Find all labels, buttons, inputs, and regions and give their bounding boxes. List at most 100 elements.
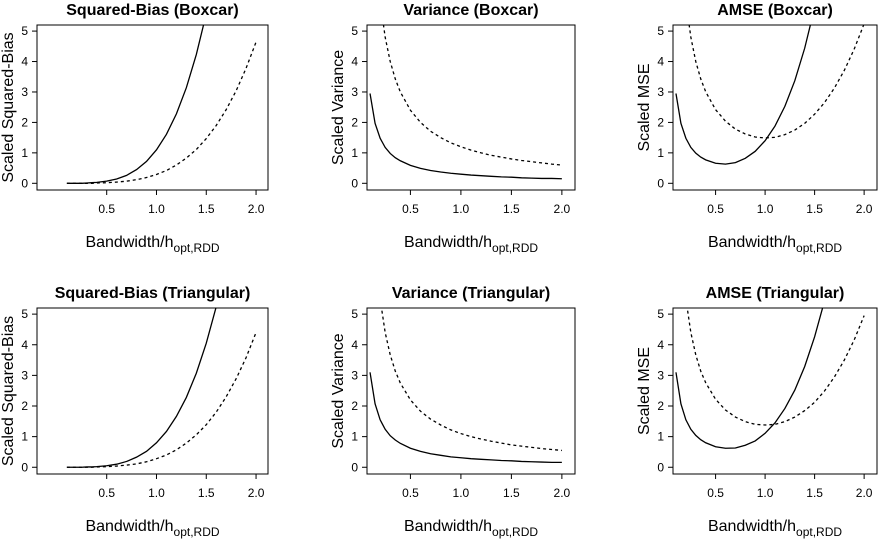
x-tick-label: 1.0 [757, 202, 774, 216]
x-tick-label: 0.5 [98, 202, 115, 216]
y-tick-label: 4 [657, 55, 664, 69]
y-tick-label: 0 [351, 176, 358, 190]
x-axis-label-subscript: opt,RDD [492, 525, 538, 539]
series-line [675, 25, 812, 165]
x-axis-label-main: Bandwidth/h [85, 518, 173, 535]
x-axis-label-subscript: opt,RDD [174, 241, 220, 255]
panel: Variance (Boxcar) 0.5 1.0 1.5 2.0 0 1 2 3 4 5 Bandw… [330, 2, 576, 255]
y-axis-label: Scaled Variance [330, 50, 347, 165]
x-tick-label: 2.0 [856, 202, 873, 216]
x-tick-label: 1.0 [453, 486, 470, 500]
x-axis-label-main: Bandwidth/h [708, 234, 796, 251]
x-tick-label: 1.0 [148, 486, 165, 500]
y-tick-label: 2 [21, 115, 28, 129]
series-group [369, 308, 562, 464]
x-tick-label: 2.0 [248, 486, 265, 500]
plot-frame [366, 307, 576, 475]
series-line [382, 25, 562, 166]
y-tick-label: 5 [21, 307, 28, 321]
panel-title: AMSE (Boxcar) [717, 2, 833, 19]
series-line [66, 41, 257, 184]
series-line [369, 372, 562, 464]
y-tick-label: 0 [21, 176, 28, 190]
y-tick-label: 5 [657, 24, 664, 38]
y-tick-label: 3 [351, 368, 358, 382]
y-axis-label: Scaled Variance [330, 333, 347, 448]
y-tick-label: 3 [351, 85, 358, 99]
y-tick-label: 3 [21, 368, 28, 382]
panel-title: Squared-Bias (Triangular) [55, 285, 251, 302]
panel: AMSE (Boxcar) 0.5 1.0 1.5 2.0 0 1 2 3 4 5 Bandwidth… [636, 2, 878, 255]
y-tick-label: 3 [657, 368, 664, 382]
panel: Variance (Triangular) 0.5 1.0 1.5 2.0 0 1 2 3 4 5 B… [330, 285, 576, 539]
y-axis-label: Scaled MSE [636, 347, 653, 435]
series-line [380, 308, 562, 452]
x-axis-label: Bandwidth/hopt,RDD [404, 518, 538, 539]
x-tick-label: 0.5 [707, 202, 724, 216]
series-group [369, 25, 562, 180]
y-tick-label: 0 [657, 460, 664, 474]
x-tick-label: 2.0 [248, 202, 265, 216]
y-tick-label: 0 [21, 460, 28, 474]
y-axis-label: Scaled Squared-Bias [0, 316, 17, 466]
x-axis-label-subscript: opt,RDD [492, 241, 538, 255]
series-line [66, 332, 257, 468]
x-axis-label: Bandwidth/hopt,RDD [85, 518, 219, 539]
y-tick-label: 2 [657, 399, 664, 413]
y-tick-label: 1 [657, 146, 664, 160]
x-tick-label: 1.0 [757, 486, 774, 500]
x-tick-label: 1.0 [453, 202, 470, 216]
series-line [66, 25, 205, 184]
plot-frame [366, 24, 576, 191]
y-tick-label: 5 [351, 24, 358, 38]
panel: Squared-Bias (Boxcar) 0.5 1.0 1.5 2.0 0 1 2 3 4 5 B… [0, 2, 269, 255]
series-group [675, 25, 865, 165]
series-line [369, 93, 562, 180]
series-line [66, 308, 217, 468]
series-group [66, 308, 257, 468]
y-tick-label: 0 [657, 176, 664, 190]
y-axis-label: Scaled Squared-Bias [0, 32, 17, 182]
panel: Squared-Bias (Triangular) 0.5 1.0 1.5 2.0 0 1 2… [0, 285, 269, 539]
x-axis-label-main: Bandwidth/h [708, 518, 796, 535]
y-axis-label: Scaled MSE [636, 63, 653, 151]
x-tick-label: 0.5 [402, 486, 419, 500]
x-tick-label: 1.5 [806, 486, 823, 500]
plot-frame [672, 24, 878, 191]
x-axis-label-main: Bandwidth/h [85, 234, 173, 251]
plot-frame [672, 307, 878, 475]
x-tick-label: 2.0 [554, 202, 571, 216]
x-axis-label-subscript: opt,RDD [796, 525, 842, 539]
series-line [688, 25, 865, 139]
x-axis-label-main: Bandwidth/h [404, 518, 492, 535]
plot-frame [36, 24, 269, 191]
y-tick-label: 1 [351, 146, 358, 160]
x-tick-label: 0.5 [707, 486, 724, 500]
x-axis-label: Bandwidth/hopt,RDD [708, 518, 842, 539]
y-tick-label: 2 [21, 399, 28, 413]
x-tick-label: 0.5 [98, 486, 115, 500]
y-tick-label: 2 [657, 115, 664, 129]
x-axis-label-subscript: opt,RDD [796, 241, 842, 255]
y-tick-label: 0 [351, 460, 358, 474]
y-tick-label: 4 [351, 55, 358, 69]
y-tick-label: 1 [21, 430, 28, 444]
panel: AMSE (Triangular) 0.5 1.0 1.5 2.0 0 1 2 3 4 5 Bandw… [636, 285, 878, 539]
y-tick-label: 2 [351, 115, 358, 129]
y-tick-label: 4 [21, 55, 28, 69]
y-tick-label: 3 [21, 85, 28, 99]
y-tick-label: 1 [21, 146, 28, 160]
x-axis-label-main: Bandwidth/h [404, 234, 492, 251]
y-tick-label: 5 [657, 307, 664, 321]
series-line [675, 308, 824, 449]
x-axis-label: Bandwidth/hopt,RDD [404, 234, 538, 255]
x-tick-label: 1.5 [198, 202, 215, 216]
plot-frame [36, 307, 269, 475]
x-tick-label: 1.5 [503, 486, 520, 500]
y-tick-label: 4 [21, 338, 28, 352]
x-axis-label: Bandwidth/hopt,RDD [85, 234, 219, 255]
x-tick-label: 0.5 [402, 202, 419, 216]
panel-title: Squared-Bias (Boxcar) [66, 2, 239, 19]
